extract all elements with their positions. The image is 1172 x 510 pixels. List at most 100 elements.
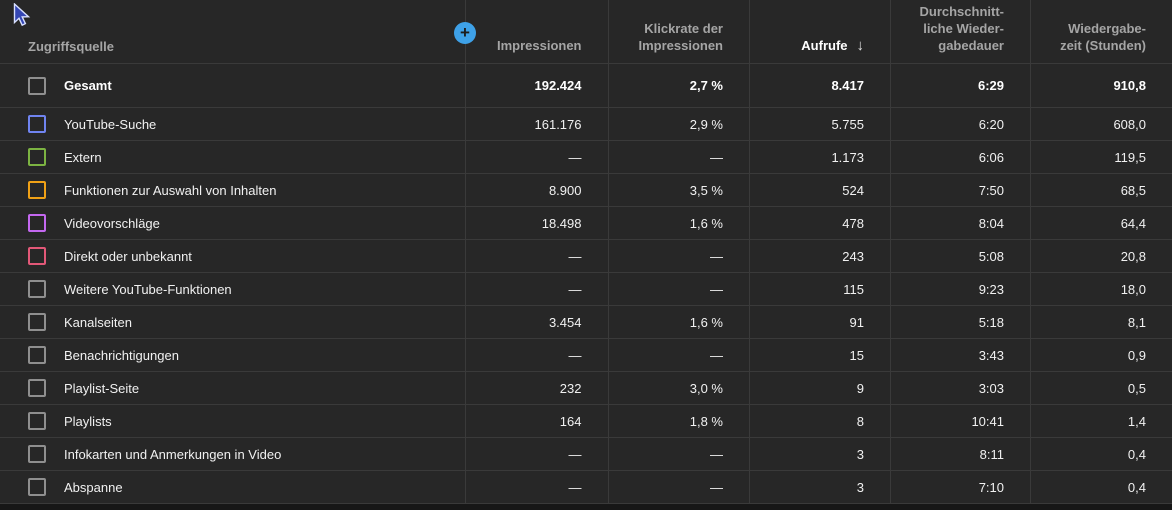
ctr-value: — bbox=[607, 141, 750, 173]
ctr-value: — bbox=[607, 339, 750, 371]
avg-duration-value: 3:43 bbox=[890, 339, 1030, 371]
table-row: Videovorschläge 18.498 1,6 % 478 8:04 64… bbox=[0, 206, 1172, 239]
source-cell: Abspanne bbox=[0, 471, 465, 503]
row-checkbox[interactable] bbox=[28, 346, 46, 364]
ctr-value: 3,5 % bbox=[607, 174, 750, 206]
source-label[interactable]: Direkt oder unbekannt bbox=[64, 248, 192, 264]
source-label[interactable]: Benachrichtigungen bbox=[64, 347, 179, 363]
watch-hours-value: 0,4 bbox=[1030, 471, 1172, 503]
row-checkbox[interactable] bbox=[28, 379, 46, 397]
source-cell: YouTube-Suche bbox=[0, 108, 465, 140]
impressions-value: — bbox=[465, 240, 608, 272]
row-checkbox[interactable] bbox=[28, 115, 46, 133]
source-label[interactable]: Kanalseiten bbox=[64, 314, 132, 330]
source-label[interactable]: Weitere YouTube-Funktionen bbox=[64, 281, 232, 297]
ctr-value: 2,7 % bbox=[607, 64, 750, 107]
source-label[interactable]: Infokarten und Anmerkungen in Video bbox=[64, 446, 282, 462]
table-row: Extern — — 1.173 6:06 119,5 bbox=[0, 140, 1172, 173]
source-label[interactable]: Abspanne bbox=[64, 479, 123, 495]
source-cell: Funktionen zur Auswahl von Inhalten bbox=[0, 174, 465, 206]
views-value: 3 bbox=[749, 471, 890, 503]
watch-hours-value: 68,5 bbox=[1030, 174, 1172, 206]
row-checkbox[interactable] bbox=[28, 445, 46, 463]
views-value: 15 bbox=[749, 339, 890, 371]
column-header-wiedergabedauer[interactable]: Durchschnitt- liche Wieder- gabedauer bbox=[890, 0, 1030, 63]
watch-hours-value: 1,4 bbox=[1030, 405, 1172, 437]
row-checkbox[interactable] bbox=[28, 76, 46, 95]
table-row: YouTube-Suche 161.176 2,9 % 5.755 6:20 6… bbox=[0, 107, 1172, 140]
row-checkbox[interactable] bbox=[28, 280, 46, 298]
source-cell: Direkt oder unbekannt bbox=[0, 240, 465, 272]
row-checkbox[interactable] bbox=[28, 478, 46, 496]
ctr-value: — bbox=[607, 240, 750, 272]
watch-hours-value: 119,5 bbox=[1030, 141, 1172, 173]
ctr-value: 1,6 % bbox=[607, 306, 750, 338]
impressions-value: 161.176 bbox=[465, 108, 608, 140]
source-cell: Extern bbox=[0, 141, 465, 173]
avg-duration-value: 3:03 bbox=[890, 372, 1030, 404]
row-checkbox[interactable] bbox=[28, 148, 46, 166]
source-cell: Playlist-Seite bbox=[0, 372, 465, 404]
column-header-wiedergabezeit[interactable]: Wiedergabe- zeit (Stunden) bbox=[1030, 0, 1172, 63]
views-value: 9 bbox=[749, 372, 890, 404]
ctr-value: — bbox=[607, 438, 750, 470]
table-row: Funktionen zur Auswahl von Inhalten 8.90… bbox=[0, 173, 1172, 206]
views-value: 5.755 bbox=[749, 108, 890, 140]
avg-duration-value: 5:18 bbox=[890, 306, 1030, 338]
row-checkbox[interactable] bbox=[28, 313, 46, 331]
impressions-value: 8.900 bbox=[465, 174, 608, 206]
ctr-value: — bbox=[607, 273, 750, 305]
source-label[interactable]: YouTube-Suche bbox=[64, 116, 157, 132]
impressions-value: — bbox=[465, 273, 608, 305]
views-value: 8 bbox=[749, 405, 890, 437]
watch-hours-value: 0,9 bbox=[1030, 339, 1172, 371]
table-row-gesamt: Gesamt 192.424 2,7 % 8.417 6:29 910,8 bbox=[0, 63, 1172, 107]
row-checkbox[interactable] bbox=[28, 181, 46, 199]
row-checkbox[interactable] bbox=[28, 412, 46, 430]
source-cell: Kanalseiten bbox=[0, 306, 465, 338]
source-cell: Infokarten und Anmerkungen in Video bbox=[0, 438, 465, 470]
avg-duration-value: 6:20 bbox=[890, 108, 1030, 140]
views-value: 524 bbox=[749, 174, 890, 206]
source-cell: Weitere YouTube-Funktionen bbox=[0, 273, 465, 305]
table-row: Weitere YouTube-Funktionen — — 115 9:23 … bbox=[0, 272, 1172, 305]
impressions-value: 3.454 bbox=[465, 306, 608, 338]
column-header-klickrate[interactable]: Klickrate der Impressionen bbox=[607, 0, 750, 63]
ctr-value: 3,0 % bbox=[607, 372, 750, 404]
table-row: Playlists 164 1,8 % 8 10:41 1,4 bbox=[0, 404, 1172, 437]
column-header-zugriffsquelle[interactable]: Zugriffsquelle bbox=[0, 0, 465, 63]
source-label[interactable]: Gesamt bbox=[64, 78, 112, 93]
watch-hours-value: 0,5 bbox=[1030, 372, 1172, 404]
views-value: 115 bbox=[749, 273, 890, 305]
table-row: Benachrichtigungen — — 15 3:43 0,9 bbox=[0, 338, 1172, 371]
table-row: Direkt oder unbekannt — — 243 5:08 20,8 bbox=[0, 239, 1172, 272]
source-cell: Benachrichtigungen bbox=[0, 339, 465, 371]
impressions-value: 232 bbox=[465, 372, 608, 404]
table-header: Zugriffsquelle Impressionen Klickrate de… bbox=[0, 0, 1172, 63]
row-checkbox[interactable] bbox=[28, 214, 46, 232]
source-label[interactable]: Playlist-Seite bbox=[64, 380, 140, 396]
avg-duration-value: 6:29 bbox=[890, 64, 1030, 107]
views-value: 3 bbox=[749, 438, 890, 470]
add-metric-button[interactable]: + bbox=[454, 22, 476, 44]
row-checkbox[interactable] bbox=[28, 247, 46, 265]
column-header-aufrufe[interactable]: Aufrufe ↓ bbox=[749, 0, 890, 63]
sort-arrow-down-icon: ↓ bbox=[856, 37, 865, 54]
source-cell: Playlists bbox=[0, 405, 465, 437]
avg-duration-value: 7:10 bbox=[890, 471, 1030, 503]
source-label[interactable]: Videovorschläge bbox=[64, 215, 160, 231]
avg-duration-value: 9:23 bbox=[890, 273, 1030, 305]
source-label[interactable]: Funktionen zur Auswahl von Inhalten bbox=[64, 182, 277, 198]
column-header-impressionen[interactable]: Impressionen bbox=[465, 0, 608, 63]
source-label[interactable]: Extern bbox=[64, 149, 102, 165]
avg-duration-value: 8:11 bbox=[890, 438, 1030, 470]
ctr-value: 1,8 % bbox=[607, 405, 750, 437]
source-label[interactable]: Playlists bbox=[64, 413, 112, 429]
impressions-value: — bbox=[465, 438, 608, 470]
views-value: 243 bbox=[749, 240, 890, 272]
impressions-value: 18.498 bbox=[465, 207, 608, 239]
impressions-value: — bbox=[465, 471, 608, 503]
impressions-value: — bbox=[465, 141, 608, 173]
